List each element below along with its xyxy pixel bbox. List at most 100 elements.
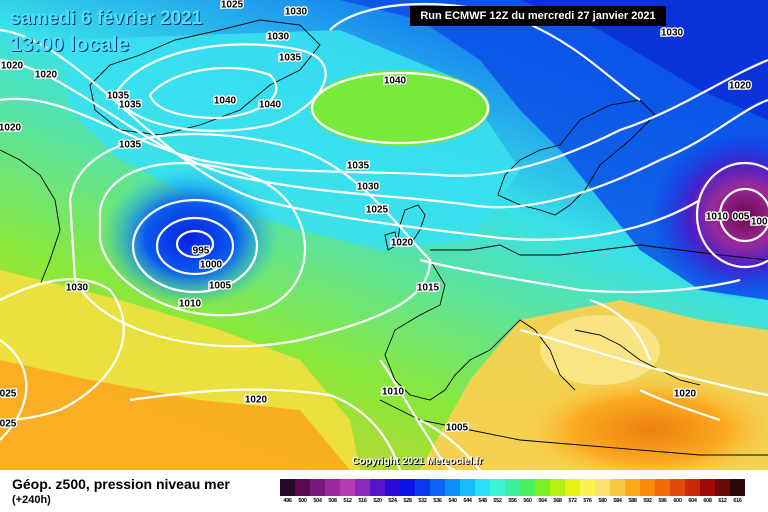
isobar-label: 1010	[382, 387, 405, 398]
scale-color	[415, 479, 430, 496]
scale-swatch: 576	[580, 479, 595, 507]
scale-swatch: 516	[355, 479, 370, 507]
scale-value: 604	[688, 498, 697, 504]
field-atlantic-low	[100, 168, 280, 308]
isobar-1015-w	[68, 132, 432, 348]
isobar-label: 1035	[119, 100, 142, 111]
scale-color	[700, 479, 715, 496]
ireland-coast	[384, 231, 398, 251]
scale-color	[400, 479, 415, 496]
isobar-label: 1025	[366, 205, 389, 216]
scale-value: 612	[718, 498, 727, 504]
scale-swatch: 544	[460, 479, 475, 507]
isobar-1040-g	[148, 66, 278, 120]
scale-swatch: 592	[640, 479, 655, 507]
scale-value: 552	[493, 498, 502, 504]
isobar-label: 1035	[119, 140, 142, 151]
isobar-1030-sw	[0, 278, 125, 422]
isobar-label: 1020	[0, 123, 22, 134]
scale-color	[490, 479, 505, 496]
scale-swatch: 584	[610, 479, 625, 507]
isobar-1005-s	[419, 419, 481, 470]
isobar-label: 1020	[674, 389, 697, 400]
isobar-label: 1030	[357, 182, 380, 193]
canada-coast	[0, 149, 61, 286]
greenland-coast	[89, 19, 321, 136]
scale-value: 560	[523, 498, 532, 504]
field-green-high	[310, 70, 490, 146]
scale-value: 508	[328, 498, 337, 504]
isobar-label: 1035	[279, 53, 302, 64]
scale-value: 548	[478, 498, 487, 504]
isobar-label: 1025	[221, 0, 244, 11]
isobar-label: 1010	[706, 212, 729, 223]
scale-color	[595, 479, 610, 496]
isobar-1015-e	[419, 258, 741, 294]
scale-color	[355, 479, 370, 496]
scale-value: 496	[283, 498, 292, 504]
map-date-title: samedi 6 février 2021	[10, 8, 203, 29]
isobar-label: 1035	[347, 161, 370, 172]
isobar-1005-e	[718, 187, 768, 243]
isobars	[0, 2, 768, 470]
scale-swatch: 540	[445, 479, 460, 507]
scale-value: 540	[448, 498, 457, 504]
isobar-1010-w	[98, 162, 306, 317]
scale-swatch: 524	[385, 479, 400, 507]
scale-color	[730, 479, 745, 496]
scale-value: 512	[343, 498, 352, 504]
scale-color	[640, 479, 655, 496]
scale-swatch: 504	[310, 479, 325, 507]
scale-value: 588	[628, 498, 637, 504]
isobar-label: 1035	[107, 91, 130, 102]
scale-swatch: 536	[430, 479, 445, 507]
isobar-label: 1005	[209, 281, 232, 292]
color-scale: 496 500 504 508 512 516 520 524 528 532 536 540 544 5…	[280, 479, 745, 507]
isobar-label: 1020	[35, 70, 58, 81]
scale-swatch: 552	[490, 479, 505, 507]
scale-color	[715, 479, 730, 496]
isobar-label: 1020	[245, 395, 268, 406]
scale-swatch: 508	[325, 479, 340, 507]
isobar-1020-s	[129, 388, 402, 470]
isobar-label: 1040	[214, 96, 237, 107]
france-iberia-coast	[384, 259, 491, 401]
isobar-label: 025	[0, 419, 17, 430]
isobar-label: 1040	[259, 100, 282, 111]
isobar-1020	[0, 28, 701, 241]
isobar-label: 1015	[417, 283, 440, 294]
field-blue-north	[0, 0, 768, 300]
isobar-label: 1020	[729, 81, 752, 92]
scale-color	[625, 479, 640, 496]
scale-value: 580	[598, 498, 607, 504]
isobar-label: 1020	[391, 238, 414, 249]
scale-value: 556	[508, 498, 517, 504]
scale-swatch: 612	[715, 479, 730, 507]
scale-color	[295, 479, 310, 496]
scale-value: 544	[463, 498, 472, 504]
isobar-1000	[155, 216, 235, 276]
scale-color	[610, 479, 625, 496]
scale-color	[580, 479, 595, 496]
field-pale-balkans	[540, 315, 660, 385]
scale-swatch: 572	[565, 479, 580, 507]
scale-value: 572	[568, 498, 577, 504]
scale-value: 608	[703, 498, 712, 504]
isobar-label: 1020	[1, 61, 24, 72]
isobar-1025-sw	[0, 339, 28, 441]
scale-value: 500	[298, 498, 307, 504]
isobar-1010-s	[379, 359, 456, 470]
scale-color	[385, 479, 400, 496]
scale-color	[685, 479, 700, 496]
scale-swatch: 600	[670, 479, 685, 507]
isobar-1040-c	[310, 71, 490, 145]
scale-swatch: 496	[280, 479, 295, 507]
scale-value: 532	[418, 498, 427, 504]
isobar-label: 995	[193, 246, 210, 257]
isobar-1010-e	[695, 161, 768, 269]
scale-swatch: 556	[505, 479, 520, 507]
field-eastern-low	[650, 130, 768, 300]
scale-value: 600	[673, 498, 682, 504]
